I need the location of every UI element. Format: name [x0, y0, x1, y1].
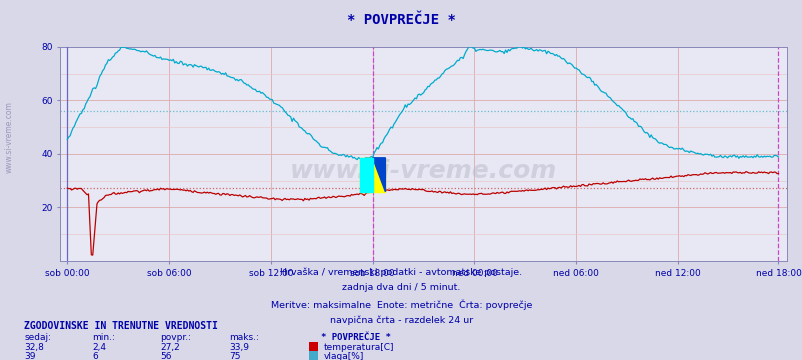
Text: 6: 6	[92, 352, 98, 360]
Text: navpična črta - razdelek 24 ur: navpična črta - razdelek 24 ur	[330, 316, 472, 325]
Text: www.si-vreme.com: www.si-vreme.com	[290, 159, 557, 183]
Text: povpr.:: povpr.:	[160, 333, 192, 342]
Text: vlaga[%]: vlaga[%]	[323, 352, 363, 360]
Text: 56: 56	[160, 352, 172, 360]
Polygon shape	[359, 158, 372, 192]
Polygon shape	[372, 158, 385, 192]
Text: sedaj:: sedaj:	[24, 333, 51, 342]
Text: 27,2: 27,2	[160, 343, 180, 352]
Text: www.si-vreme.com: www.si-vreme.com	[5, 101, 14, 173]
Text: min.:: min.:	[92, 333, 115, 342]
Text: 32,8: 32,8	[24, 343, 44, 352]
Text: Meritve: maksimalne  Enote: metrične  Črta: povprečje: Meritve: maksimalne Enote: metrične Črta…	[270, 300, 532, 310]
Text: 2,4: 2,4	[92, 343, 106, 352]
Text: 75: 75	[229, 352, 240, 360]
Text: 39: 39	[24, 352, 35, 360]
Text: * POVPREČJE *: * POVPREČJE *	[321, 333, 391, 342]
Text: zadnja dva dni / 5 minut.: zadnja dva dni / 5 minut.	[342, 283, 460, 292]
Text: temperatura[C]: temperatura[C]	[323, 343, 394, 352]
Text: maks.:: maks.:	[229, 333, 258, 342]
Text: Hrvaška / vremenski podatki - avtomatske postaje.: Hrvaška / vremenski podatki - avtomatske…	[280, 267, 522, 276]
Text: * POVPREČJE *: * POVPREČJE *	[346, 13, 456, 27]
Text: ZGODOVINSKE IN TRENUTNE VREDNOSTI: ZGODOVINSKE IN TRENUTNE VREDNOSTI	[24, 321, 217, 332]
Text: 33,9: 33,9	[229, 343, 249, 352]
